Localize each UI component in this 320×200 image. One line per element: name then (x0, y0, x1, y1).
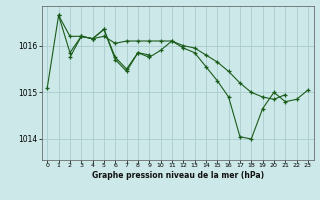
X-axis label: Graphe pression niveau de la mer (hPa): Graphe pression niveau de la mer (hPa) (92, 171, 264, 180)
